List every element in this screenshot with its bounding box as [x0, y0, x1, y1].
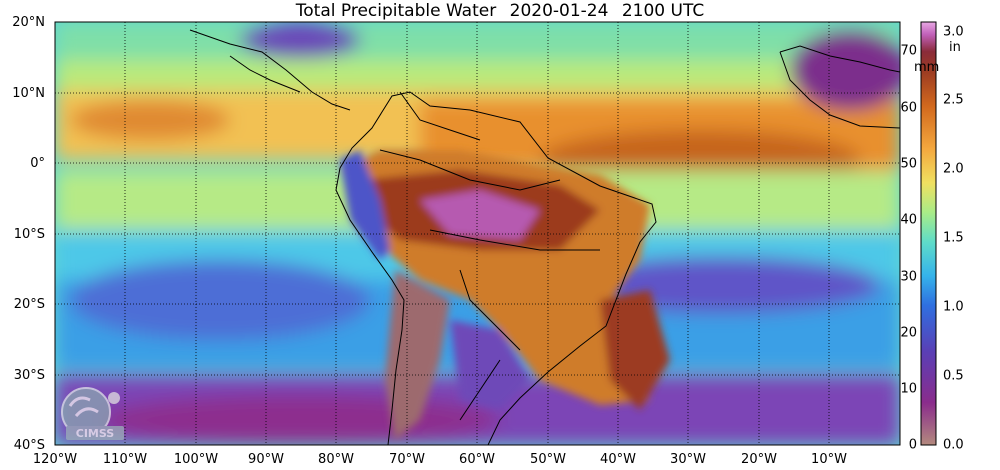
title-time: 2100 UTC: [621, 1, 705, 21]
lon-label: 110°W: [102, 452, 148, 467]
colorbar-mm-tick: 0: [908, 437, 917, 453]
colorbar-in-tick: 0.5: [943, 368, 964, 384]
map-frame: [54, 21, 901, 446]
lon-label: 80°W: [318, 452, 354, 467]
title-date: 2020-01-24: [509, 1, 609, 21]
colorbar-in-tick: 1.0: [943, 299, 964, 315]
colorbar-mm-tick: 10: [900, 381, 917, 397]
lon-label: 70°W: [389, 452, 425, 467]
lon-label: 10°W: [811, 452, 847, 467]
colorbar-mm-tick: 50: [900, 156, 917, 172]
cimss-logo: CIMSS: [56, 386, 130, 444]
lon-label: 60°W: [459, 452, 495, 467]
colorbar-in-tick: 0.0: [943, 437, 964, 453]
colorbar-in-tick: 2.0: [943, 161, 964, 177]
lon-label: 30°W: [670, 452, 706, 467]
colorbar-mm-tick: 60: [900, 100, 917, 116]
colorbar-mm-tick: 70: [900, 43, 917, 59]
title-product: Total Precipitable Water: [295, 1, 497, 21]
colorbar: [920, 21, 937, 446]
lat-label: 10°N: [12, 86, 45, 101]
lat-label: 30°S: [13, 368, 45, 383]
lat-label: 20°S: [13, 297, 45, 312]
colorbar-mm-tick: 20: [900, 325, 917, 341]
map-title: Total Precipitable Water 2020-01-24 2100…: [0, 0, 1000, 22]
lon-label: 50°W: [530, 452, 566, 467]
colorbar-mm-tick: 30: [900, 269, 917, 285]
lat-label: 0°: [30, 156, 45, 171]
lon-label: 90°W: [248, 452, 284, 467]
logo-text: CIMSS: [76, 427, 115, 440]
lat-label: 20°N: [12, 15, 45, 30]
colorbar-in-tick: 3.0: [943, 24, 964, 40]
lon-label: 120°W: [32, 452, 78, 467]
colorbar-mm-tick: 40: [900, 212, 917, 228]
lon-label: 40°W: [600, 452, 636, 467]
colorbar-mm-unit: mm: [914, 60, 940, 75]
colorbar-in-unit: in: [949, 40, 961, 55]
tpw-field: [55, 22, 900, 445]
lat-label: 40°S: [13, 438, 45, 453]
coastlines: [189, 29, 900, 445]
lat-label: 10°S: [13, 227, 45, 242]
lon-label: 20°W: [741, 452, 777, 467]
colorbar-in-tick: 1.5: [943, 230, 964, 246]
lon-label: 100°W: [173, 452, 219, 467]
colorbar-in-tick: 2.5: [943, 92, 964, 108]
